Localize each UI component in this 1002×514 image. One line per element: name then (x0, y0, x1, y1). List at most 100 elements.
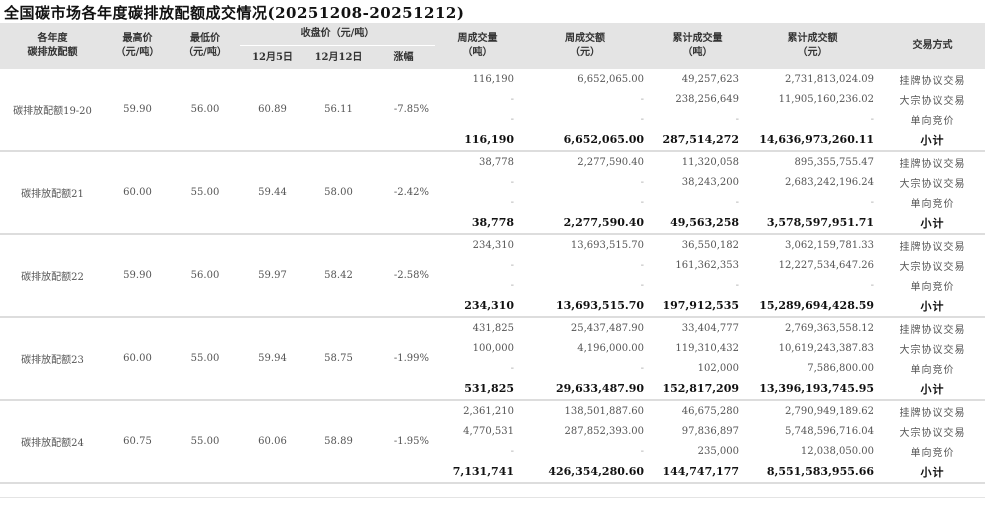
table-row: 碳排放配额21 60.00 55.00 59.44 58.00 -2.42% 38,778 2… (0, 151, 985, 235)
cum-vol: 235,000 (697, 446, 740, 458)
table-row: - - 235,000 12,038,050.00 单向竞价 (0, 442, 985, 462)
header-week-amt: 周成交额 （元） (520, 23, 651, 69)
cum-vol: 144,747,177 (650, 461, 746, 485)
week-vol: - (510, 280, 515, 292)
cum-vol: 46,675,280 (681, 405, 740, 417)
price-change: -1.99% (372, 317, 436, 401)
table-row: - - - - 单向竞价 (0, 110, 985, 130)
cum-vol: 161,362,353 (675, 259, 740, 271)
week-vol: - (510, 259, 515, 271)
bottom-divider (0, 497, 985, 498)
week-amt: 13,693,515.70 (520, 295, 651, 319)
subtotal-row: 38,778 2,277,590.40 49,563,258 3,578,597,95… (0, 212, 986, 236)
header-low: 最低价 （元/吨） (170, 23, 240, 69)
quota-name: 碳排放配额21 (0, 151, 105, 235)
header-cum-amt: 累计成交额 （元） (745, 23, 881, 69)
trade-mode: 单向竞价 (910, 448, 955, 460)
week-vol: 100,000 (472, 342, 515, 354)
week-amt: 287,852,393.00 (564, 425, 645, 437)
trade-mode: 单向竞价 (910, 199, 955, 211)
week-vol: 431,825 (472, 322, 515, 334)
cum-vol: - (735, 280, 740, 292)
week-amt: - (640, 259, 645, 271)
trade-mode: 小计 (880, 378, 986, 402)
table-row: 100,000 4,196,000.00 119,310,432 10,619,243… (0, 338, 985, 358)
cum-vol: - (735, 114, 740, 126)
subtotal-row: 531,825 29,633,487.90 152,817,209 13,396,19… (0, 378, 986, 402)
week-amt: 6,652,065.00 (577, 73, 645, 85)
week-amt: 25,437,487.90 (570, 322, 645, 334)
subtotal-row: 116,190 6,652,065.00 287,514,272 14,636,973… (0, 129, 986, 153)
week-amt: - (640, 114, 645, 126)
close-price-cur: 58.00 (305, 151, 372, 235)
cum-amt: - (870, 114, 875, 126)
cum-vol: 119,310,432 (675, 342, 740, 354)
close-price-prev: 59.94 (240, 317, 305, 401)
high-price: 59.90 (105, 234, 170, 318)
week-amt: - (640, 197, 645, 209)
week-vol: - (510, 93, 515, 105)
week-vol: 38,778 (479, 156, 515, 168)
cum-vol: 36,550,182 (681, 239, 740, 251)
cum-vol: 152,817,209 (650, 378, 746, 402)
week-amt: - (640, 363, 645, 375)
trade-mode: 挂牌协议交易 (899, 158, 966, 170)
week-vol: 116,190 (472, 73, 515, 85)
cum-vol: - (735, 197, 740, 209)
high-price: 60.00 (105, 151, 170, 235)
trade-mode: 挂牌协议交易 (899, 75, 966, 87)
table-row: - - 38,243,200 2,683,242,196.24 大宗协议交易 (0, 172, 985, 192)
cum-amt: 3,062,159,781.33 (784, 239, 875, 251)
cum-amt: 2,790,949,189.62 (784, 405, 875, 417)
week-vol: - (510, 363, 515, 375)
header-name: 各年度 碳排放配额 (0, 23, 105, 69)
table-row: - - 102,000 7,586,800.00 单向竞价 (0, 359, 985, 379)
close-price-prev: 59.97 (240, 234, 305, 318)
week-amt: - (640, 280, 645, 292)
table-row: - - - - 单向竞价 (0, 193, 985, 213)
week-vol: 4,770,531 (463, 425, 515, 437)
low-price: 55.00 (170, 151, 240, 235)
trade-mode: 大宗协议交易 (899, 427, 966, 439)
table-row: 碳排放配额22 59.90 56.00 59.97 58.42 -2.58% 234,310… (0, 234, 985, 318)
price-change: -7.85% (372, 69, 436, 152)
week-vol: 38,778 (435, 212, 521, 236)
subtotal-row: 234,310 13,693,515.70 197,912,535 15,289,69… (0, 295, 986, 319)
cum-vol: 33,404,777 (681, 322, 740, 334)
close-price-cur: 58.75 (305, 317, 372, 401)
trade-mode: 挂牌协议交易 (899, 324, 966, 336)
cum-amt: 11,905,160,236.02 (778, 93, 875, 105)
week-vol: - (510, 114, 515, 126)
cum-amt: 12,038,050.00 (800, 446, 875, 458)
trade-mode: 单向竞价 (910, 365, 955, 377)
week-vol: 531,825 (435, 378, 521, 402)
week-amt: 2,277,590.40 (577, 156, 645, 168)
header-close-cur: 12月12日 (305, 45, 372, 69)
cum-amt: 2,683,242,196.24 (784, 176, 875, 188)
high-price: 59.90 (105, 69, 170, 152)
high-price: 60.00 (105, 317, 170, 401)
cum-vol: 38,243,200 (681, 176, 740, 188)
week-vol: 116,190 (435, 129, 521, 153)
table-row: 4,770,531 287,852,393.00 97,836,897 5,748,5… (0, 421, 985, 441)
subtotal-row: 7,131,741 426,354,280.60 144,747,177 8,551,… (0, 461, 986, 485)
week-amt: - (640, 446, 645, 458)
low-price: 56.00 (170, 234, 240, 318)
cum-vol: 287,514,272 (650, 129, 746, 153)
cum-vol: 102,000 (697, 363, 740, 375)
cum-amt: 5,748,596,716.04 (784, 425, 875, 437)
week-amt: 13,693,515.70 (570, 239, 645, 251)
cum-amt: 13,396,193,745.95 (745, 378, 881, 402)
trade-mode: 小计 (880, 295, 986, 319)
week-vol: - (510, 176, 515, 188)
trade-mode: 小计 (880, 461, 986, 485)
trade-mode: 挂牌协议交易 (899, 241, 966, 253)
header-change: 涨幅 (372, 45, 436, 69)
quota-name: 碳排放配额24 (0, 400, 105, 484)
week-amt: 426,354,280.60 (520, 461, 651, 485)
cum-vol: 11,320,058 (681, 156, 740, 168)
cum-amt: - (870, 280, 875, 292)
cum-amt: 3,578,597,951.71 (745, 212, 881, 236)
week-amt: 29,633,487.90 (520, 378, 651, 402)
week-amt: - (640, 176, 645, 188)
